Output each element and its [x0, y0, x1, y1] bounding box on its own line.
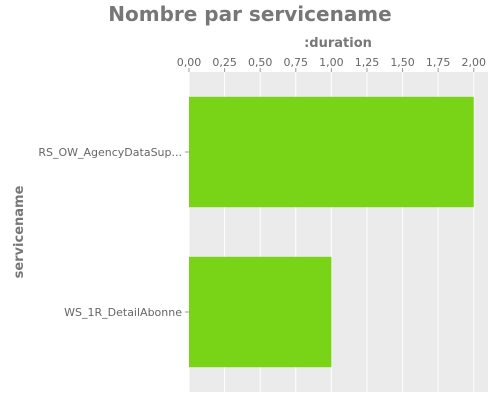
x-tick-label-8: 2,00 — [462, 56, 487, 69]
x-tick-label-5: 1,25 — [355, 56, 380, 69]
x-tick-label-6: 1,50 — [390, 56, 415, 69]
x-axis-ticks: 0,00 0,25 0,50 0,75 1,00 1,25 1,50 1,75 2,00 — [177, 56, 486, 72]
x-tick-label-2: 0,50 — [248, 56, 273, 69]
bars — [189, 96, 474, 368]
bar-0[interactable] — [189, 96, 474, 208]
x-tick-label-7: 1,75 — [426, 56, 451, 69]
y-axis-categories: RS_OW_AgencyDataSup... WS_1R_DetailAbonne — [38, 146, 189, 319]
x-tick-label-4: 1,00 — [319, 56, 344, 69]
y-category-label-0: RS_OW_AgencyDataSup... — [38, 146, 182, 159]
x-tick-label-3: 0,75 — [284, 56, 309, 69]
x-tick-label-1: 0,25 — [212, 56, 237, 69]
y-axis-title: servicename — [12, 185, 27, 278]
bar-1[interactable] — [189, 256, 332, 368]
x-axis-title: :duration — [304, 36, 372, 51]
chart-title: Nombre par servicename — [108, 2, 391, 26]
x-tick-label-0: 0,00 — [177, 56, 202, 69]
y-category-label-1: WS_1R_DetailAbonne — [64, 306, 182, 319]
